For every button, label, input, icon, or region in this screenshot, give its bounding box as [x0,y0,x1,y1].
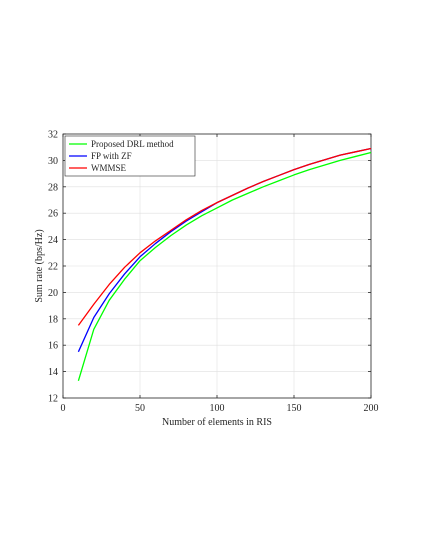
legend-label: Proposed DRL method [91,139,174,149]
series-line-wmmse [77,147,372,326]
x-axis-title: Number of elements in RIS [162,417,272,428]
legend-label: FP with ZF [91,151,132,161]
y-tick-label: 28 [48,182,58,193]
y-axis-title: Sum rate (bps/Hz) [34,229,45,302]
y-tick-label: 26 [48,209,58,220]
y-tick-label: 12 [48,394,58,405]
y-tick-label: 20 [48,288,58,299]
y-tick-label: 16 [48,341,58,352]
y-tick-label: 30 [48,156,58,167]
legend: Proposed DRL method FP with ZF WMMSE [64,135,196,177]
y-tick-label: 14 [48,367,58,378]
y-tick-label: 32 [48,130,58,141]
axis-ticks: 0 50 100 150 200 12 14 16 18 20 22 24 26 28 30 32 [48,130,379,415]
y-tick-label: 18 [48,314,58,325]
series-line-fp-with-zf [77,147,372,353]
series-line-proposed-drl-method [77,151,372,382]
x-tick-label: 150 [287,403,302,414]
x-tick-label: 0 [61,403,66,414]
x-tick-label: 50 [135,403,145,414]
series-lines [77,147,372,382]
legend-label: WMMSE [91,163,127,173]
y-tick-label: 22 [48,262,58,273]
x-tick-label: 200 [364,403,379,414]
y-tick-label: 24 [48,235,58,246]
x-tick-label: 100 [210,403,225,414]
